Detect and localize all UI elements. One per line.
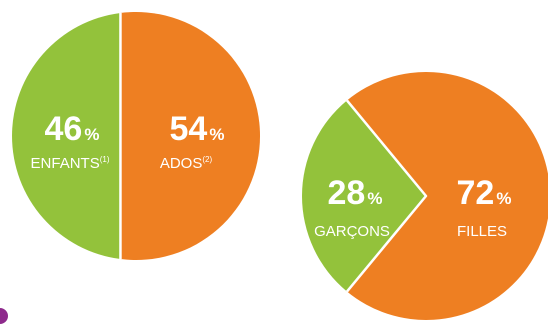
decorative-dot bbox=[0, 308, 8, 324]
category-label-filles: FILLES bbox=[457, 223, 507, 240]
pie-slice-garcons bbox=[302, 100, 426, 292]
pie-chart-age: 46% ENFANTS(1) 54% ADOS(2) bbox=[12, 11, 261, 261]
value-label-filles: 72% bbox=[457, 174, 512, 212]
category-label-garcons: GARÇONS bbox=[314, 223, 390, 240]
value-label-garcons: 28% bbox=[328, 174, 383, 212]
pie-slice-ados bbox=[120, 11, 261, 261]
category-label-ados: ADOS(2) bbox=[160, 155, 213, 172]
pie-chart-gender: 28% GARÇONS 72% FILLES bbox=[302, 72, 548, 320]
value-label-enfants: 46% bbox=[45, 110, 100, 148]
value-label-ados: 54% bbox=[170, 110, 225, 148]
slice-divider bbox=[345, 99, 428, 293]
category-label-enfants: ENFANTS(1) bbox=[31, 155, 110, 172]
pie-slice-enfants bbox=[12, 12, 121, 260]
pie-slice-filles bbox=[346, 72, 548, 320]
